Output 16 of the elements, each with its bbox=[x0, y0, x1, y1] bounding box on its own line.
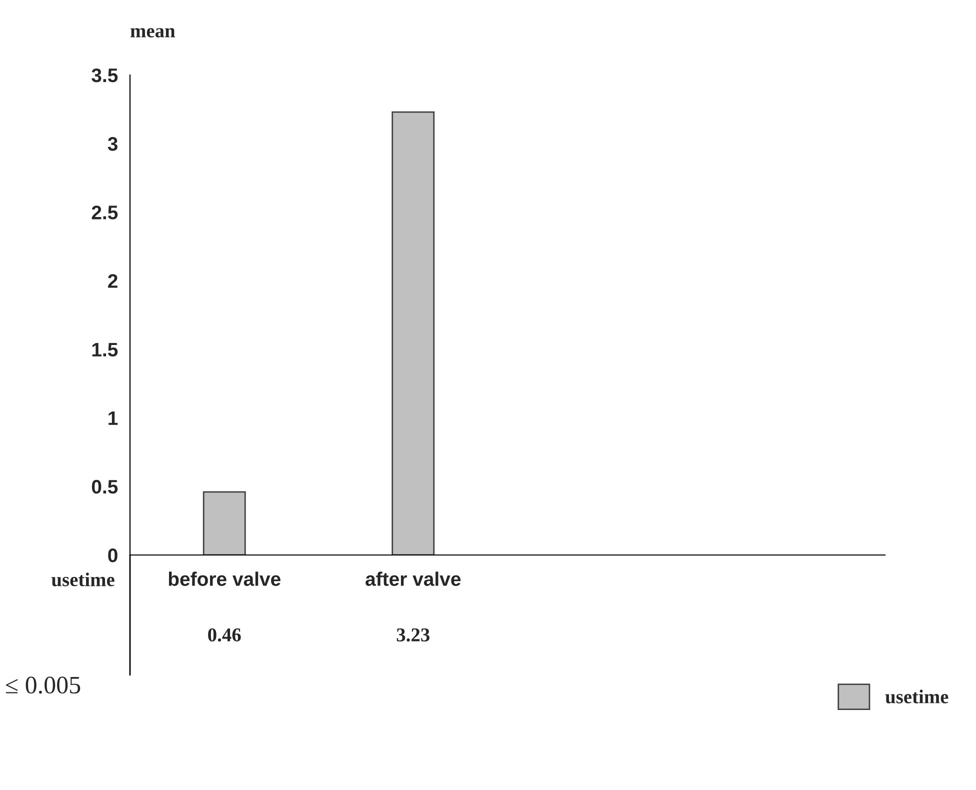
y-tick-label: 3 bbox=[108, 137, 118, 151]
text: ≤ 0.005 bbox=[6, 676, 80, 694]
x-tick-label: after valve bbox=[366, 572, 461, 586]
y-axis-title: mean bbox=[130, 28, 176, 38]
text: usetime bbox=[51, 572, 114, 586]
y-tick-label: 0.5 bbox=[92, 480, 118, 494]
y-tick-label: 0 bbox=[108, 548, 118, 562]
y-tick-label: 3.5 bbox=[92, 68, 118, 82]
y-tick-label: 1.5 bbox=[92, 342, 118, 357]
data-label: 0.46 bbox=[208, 628, 241, 642]
y-tick-label: 2.5 bbox=[92, 206, 118, 220]
legend-label: usetime bbox=[885, 690, 948, 704]
y-tick-label: 2 bbox=[108, 274, 118, 288]
y-tick-label: 1 bbox=[108, 412, 118, 425]
data-label: 3.23 bbox=[396, 628, 430, 642]
x-tick-label: before valve bbox=[168, 572, 280, 586]
